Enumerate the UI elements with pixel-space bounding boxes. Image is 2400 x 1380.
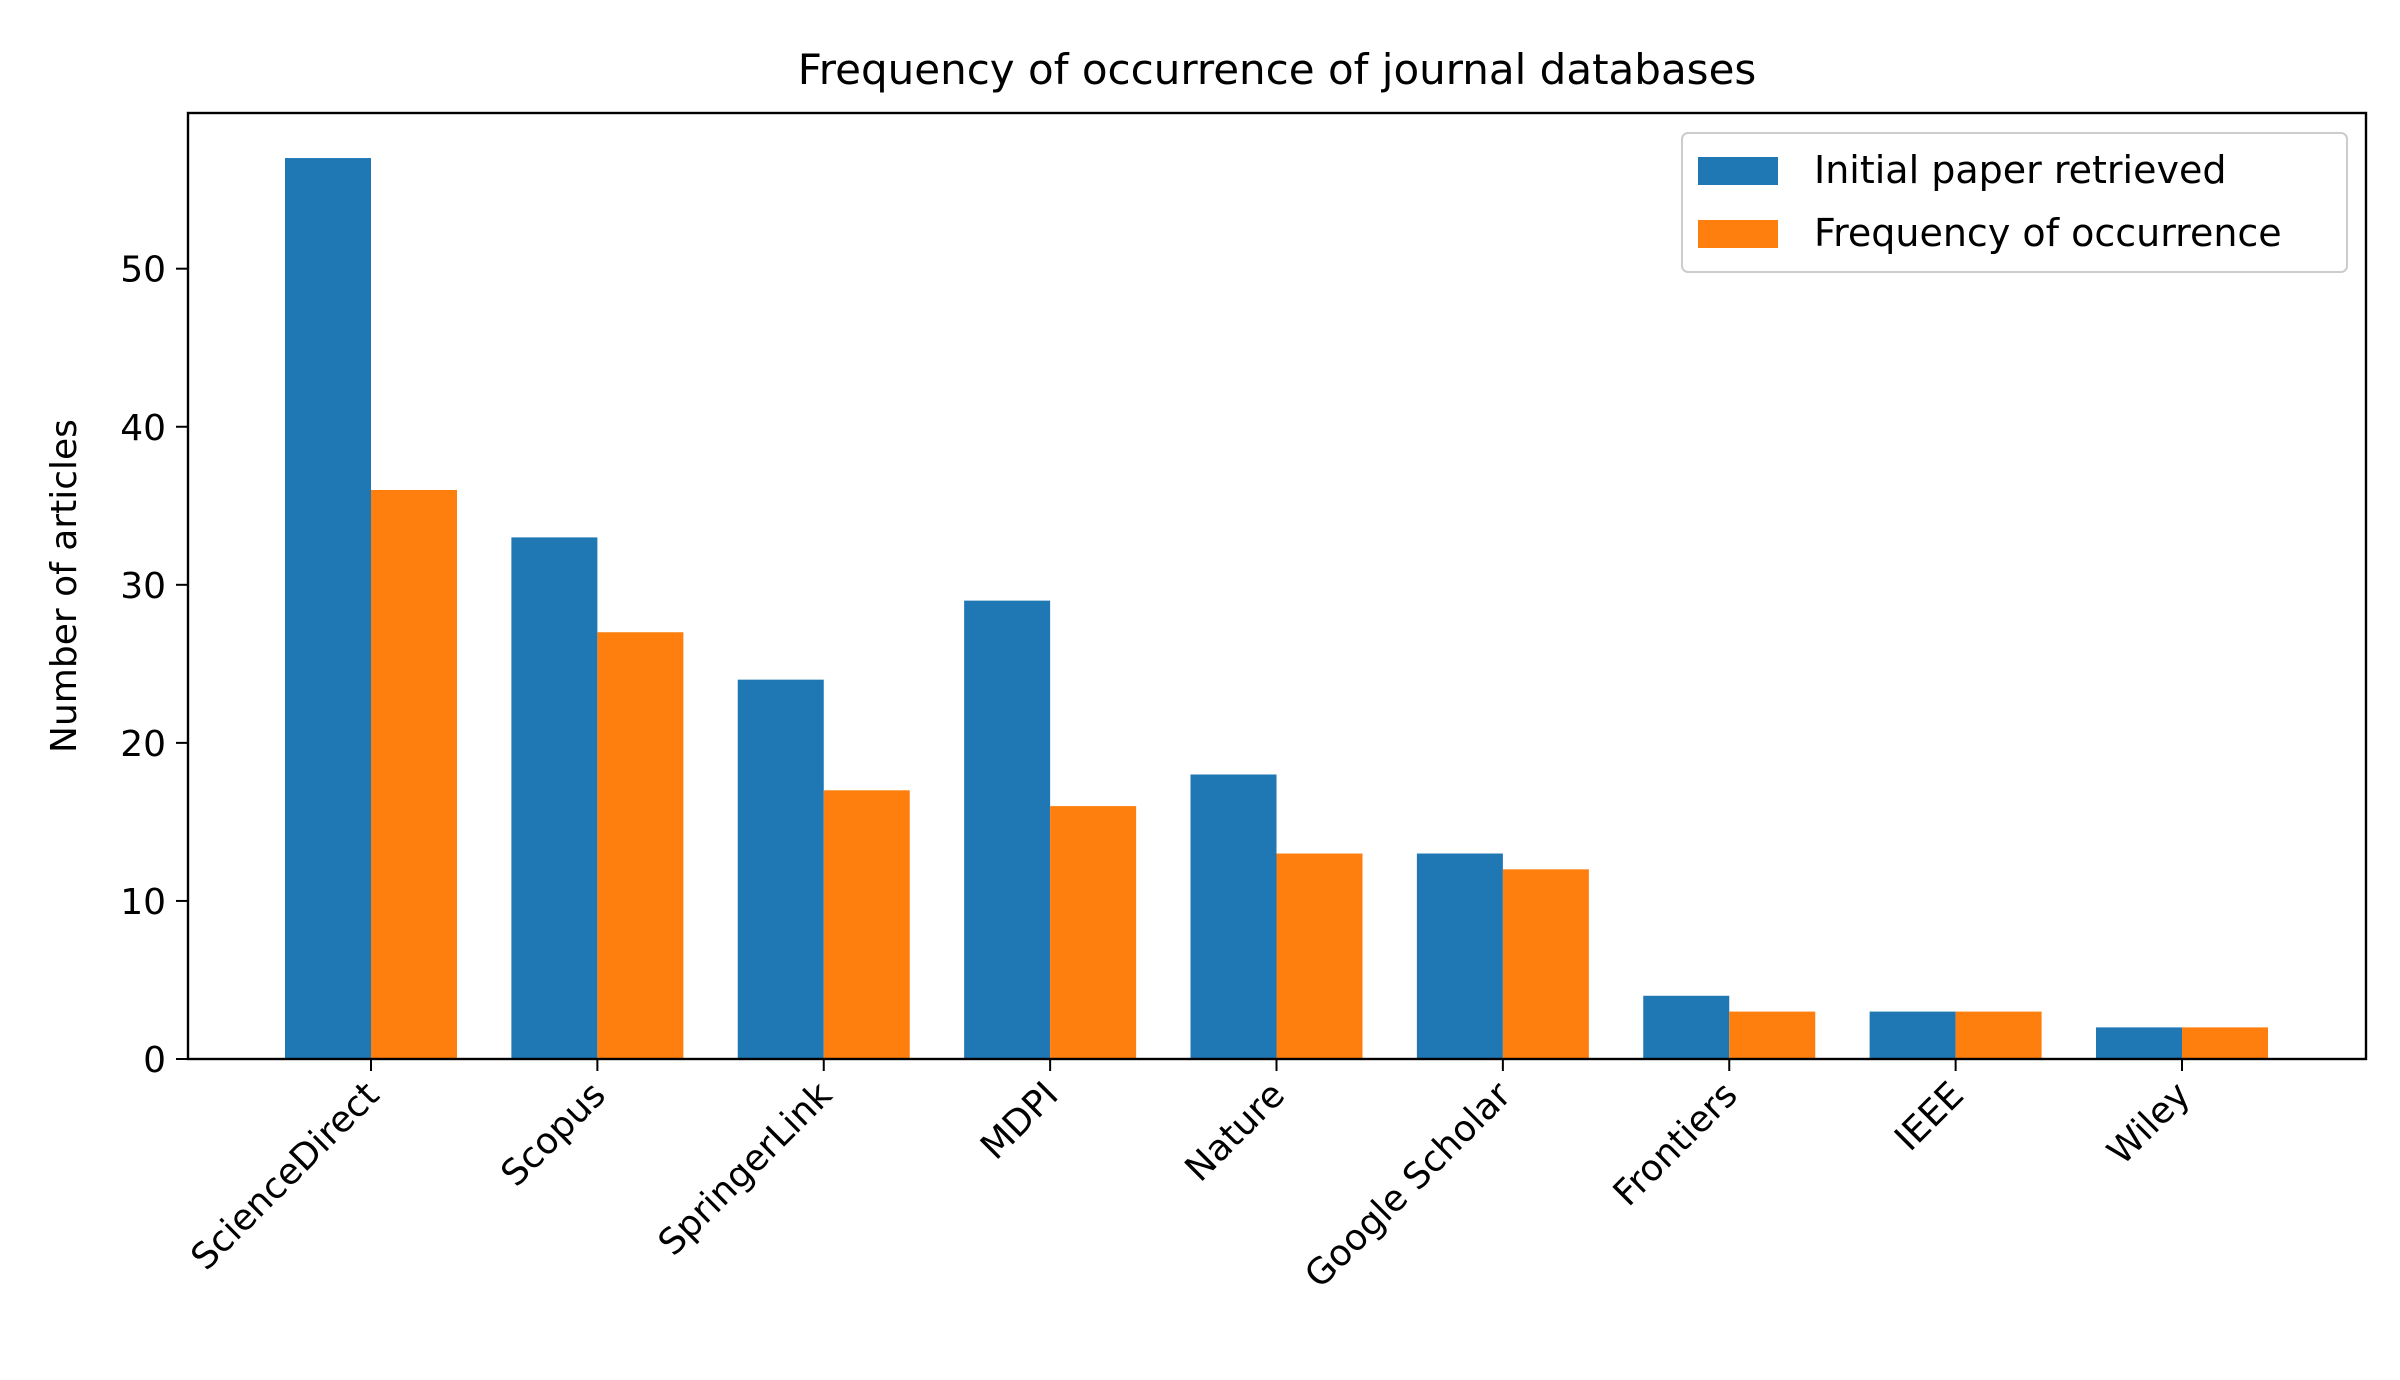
bar-frequency-of-occurrence-google-scholar (1502, 869, 1589, 1059)
bar-initial-paper-retrieved-mdpi (964, 600, 1051, 1059)
bar-initial-paper-retrieved-ieee (1869, 1011, 1956, 1059)
legend-box (1681, 132, 2348, 273)
bar-frequency-of-occurrence-scopus (597, 632, 684, 1059)
bar-frequency-of-occurrence-springerlink (823, 790, 910, 1059)
y-tick-label: 20 (120, 724, 166, 765)
bar-frequency-of-occurrence-mdpi (1050, 806, 1137, 1059)
y-tick-label: 0 (143, 1040, 166, 1081)
bar-initial-paper-retrieved-springerlink (737, 679, 824, 1059)
bar-frequency-of-occurrence-wiley (2182, 1027, 2268, 1059)
y-tick-label: 10 (120, 882, 166, 923)
y-tick-label: 50 (120, 250, 166, 291)
bar-frequency-of-occurrence-ieee (1955, 1011, 2042, 1059)
bar-initial-paper-retrieved-scopus (511, 537, 598, 1059)
bar-initial-paper-retrieved-nature (1190, 774, 1277, 1059)
y-tick-label: 30 (120, 566, 166, 607)
bar-frequency-of-occurrence-nature (1276, 853, 1363, 1059)
plot-area-frame (186, 111, 2368, 1061)
bars-group (285, 158, 2268, 1060)
legend-swatch (1698, 220, 1778, 248)
legend-label: Frequency of occurrence (1814, 211, 2282, 255)
y-tick-label: 40 (120, 408, 166, 449)
bar-initial-paper-retrieved-frontiers (1643, 995, 1730, 1059)
bar-frequency-of-occurrence-sciencedirect (371, 489, 457, 1060)
bar-initial-paper-retrieved-google-scholar (1416, 853, 1503, 1059)
bar-frequency-of-occurrence-frontiers (1729, 1011, 1816, 1059)
legend: Initial paper retrieved Frequency of occu… (1681, 132, 2348, 273)
bar-initial-paper-retrieved-sciencedirect (285, 158, 371, 1060)
y-axis-ticks: 0 10 20 30 40 50 (120, 250, 188, 1081)
y-axis-label: Number of articles (44, 419, 85, 753)
legend-swatch (1698, 157, 1778, 185)
legend-label: Initial paper retrieved (1814, 148, 2226, 192)
chart-title: Frequency of occurrence of journal datab… (798, 45, 1757, 94)
bar-initial-paper-retrieved-wiley (2096, 1027, 2182, 1059)
